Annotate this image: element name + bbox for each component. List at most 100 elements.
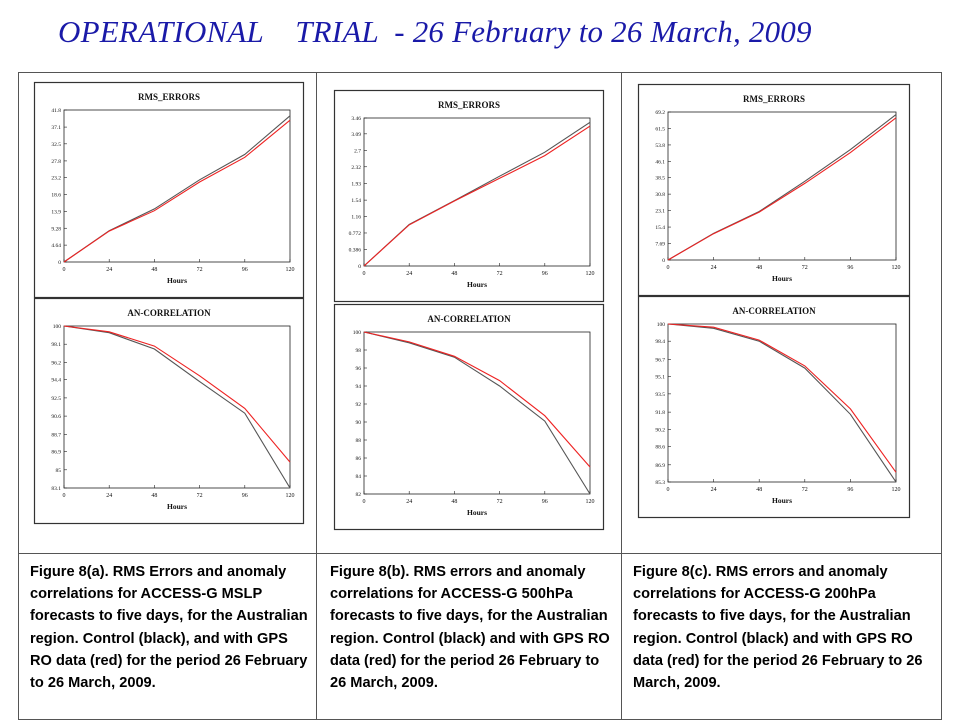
x-tick-label: 120 [586,271,595,277]
x-tick-label: 96 [242,493,248,499]
y-tick-label: 27.8 [51,159,61,165]
y-tick-label: 100 [353,330,362,336]
gps-ro-line [63,325,291,463]
y-tick-label: 32.5 [51,142,61,148]
chart-500hpa-rms-errors: RMS_ERRORS 0 24 48 72 96 120 0 0.386 0.772 1.16 1.5… [333,89,605,303]
gps-ro-line [363,125,591,267]
x-tick-label: 0 [363,499,366,505]
x-tick-label: 120 [286,493,295,499]
x-tick-label: 48 [756,265,762,271]
slide-title: OPERATIONAL TRIAL - 26 February to 26 Ma… [58,14,812,49]
x-tick-label: 72 [497,499,503,505]
y-tick-label: 0 [662,258,665,264]
chart-frame [333,89,605,303]
y-tick-label: 95.1 [655,375,665,381]
x-axis-label: Hours [167,276,187,285]
control-line [363,331,591,495]
y-tick-label: 53.8 [655,143,665,149]
y-tick-label: 41.8 [51,108,61,114]
y-tick-label: 100 [53,324,62,330]
y-tick-label: 23.1 [655,209,665,215]
x-tick-label: 24 [711,487,717,493]
caption-figure-8b: Figure 8(b). RMS errors and anomaly corr… [330,564,610,692]
x-tick-label: 24 [406,499,412,505]
caption-row-divider [19,553,941,554]
x-axis-label: Hours [167,502,187,511]
plot-area [667,111,897,261]
y-tick-label: 84 [356,474,362,480]
x-tick-label: 0 [667,487,670,493]
gps-ro-line [667,323,897,473]
plot-area [667,323,897,483]
y-tick-label: 98 [356,348,362,354]
y-tick-label: 38.5 [655,176,665,182]
x-tick-label: 96 [242,267,248,273]
y-tick-label: 0.772 [349,231,362,237]
y-tick-label: 1.54 [351,198,361,204]
x-tick-label: 48 [151,267,157,273]
x-axis-label: Hours [772,496,792,505]
y-tick-label: 83.1 [51,486,61,492]
y-tick-label: 0 [358,264,361,270]
y-tick-label: 1.93 [351,181,361,187]
x-tick-label: 24 [106,493,112,499]
y-tick-label: 15.4 [655,225,665,231]
x-tick-label: 72 [802,265,808,271]
y-tick-label: 91.8 [655,410,665,416]
y-tick-label: 23.2 [51,176,61,182]
y-tick-label: 3.46 [351,116,361,122]
x-tick-label: 0 [63,267,66,273]
chart-frame [33,297,305,525]
y-tick-label: 7.69 [655,242,665,248]
chart-frame [333,303,605,531]
x-tick-label: 48 [151,493,157,499]
caption-figure-8c: Figure 8(c). RMS errors and anomaly corr… [633,564,923,692]
y-tick-label: 86.9 [655,463,665,469]
x-axis-label: Hours [467,280,487,289]
control-line [667,323,897,483]
x-tick-label: 96 [847,265,853,271]
chart-frame [637,83,911,297]
y-tick-label: 96.2 [51,360,61,366]
x-axis-label: Hours [467,508,487,517]
chart-title: AN-CORRELATION [427,314,511,324]
column-divider [621,73,622,719]
y-tick-label: 94.4 [51,378,61,384]
y-tick-label: 96 [356,366,362,372]
y-tick-label: 1.16 [351,214,361,220]
chart-200hpa-rms-errors: RMS_ERRORS 0 24 48 72 96 120 0 7.69 15.4 23.1 30.8 3… [637,83,911,297]
gps-ro-line [363,331,591,468]
x-tick-label: 48 [451,499,457,505]
x-tick-label: 96 [542,499,548,505]
x-tick-label: 24 [406,271,412,277]
control-line [63,325,291,489]
y-tick-label: 13.9 [51,209,61,215]
plot-area [363,331,591,495]
chart-mslp-an-correlation: AN-CORRELATION 0 24 48 72 96 120 83.1 85 86.9 88.7… [33,297,305,525]
y-tick-label: 88.6 [655,445,665,451]
chart-mslp-rms-errors: RMS_ERRORS 0 24 48 72 96 120 0 4.64 9.28 13.9 18.6 2… [33,81,305,299]
x-tick-label: 72 [802,487,808,493]
chart-title: RMS_ERRORS [138,92,200,102]
y-tick-label: 9.28 [51,226,61,232]
gps-ro-line [667,117,897,261]
plot-area [363,117,591,267]
column-divider [316,73,317,719]
y-tick-label: 86 [356,456,362,462]
y-tick-label: 94 [356,384,362,390]
x-tick-label: 120 [586,499,595,505]
x-tick-label: 0 [363,271,366,277]
y-tick-label: 85.3 [655,480,665,486]
y-tick-label: 90 [356,420,362,426]
y-tick-label: 92.5 [51,396,61,402]
chart-500hpa-an-correlation: AN-CORRELATION 0 24 48 72 96 120 82 84 86 88 90 92 94… [333,303,605,531]
y-tick-label: 82 [356,492,362,498]
x-tick-label: 120 [286,267,295,273]
y-tick-label: 2.7 [354,149,361,155]
x-tick-label: 120 [892,265,901,271]
chart-title: RMS_ERRORS [438,100,500,110]
y-tick-label: 93.5 [655,392,665,398]
y-tick-label: 96.7 [655,357,665,363]
chart-title: AN-CORRELATION [732,306,816,316]
x-tick-label: 120 [892,487,901,493]
